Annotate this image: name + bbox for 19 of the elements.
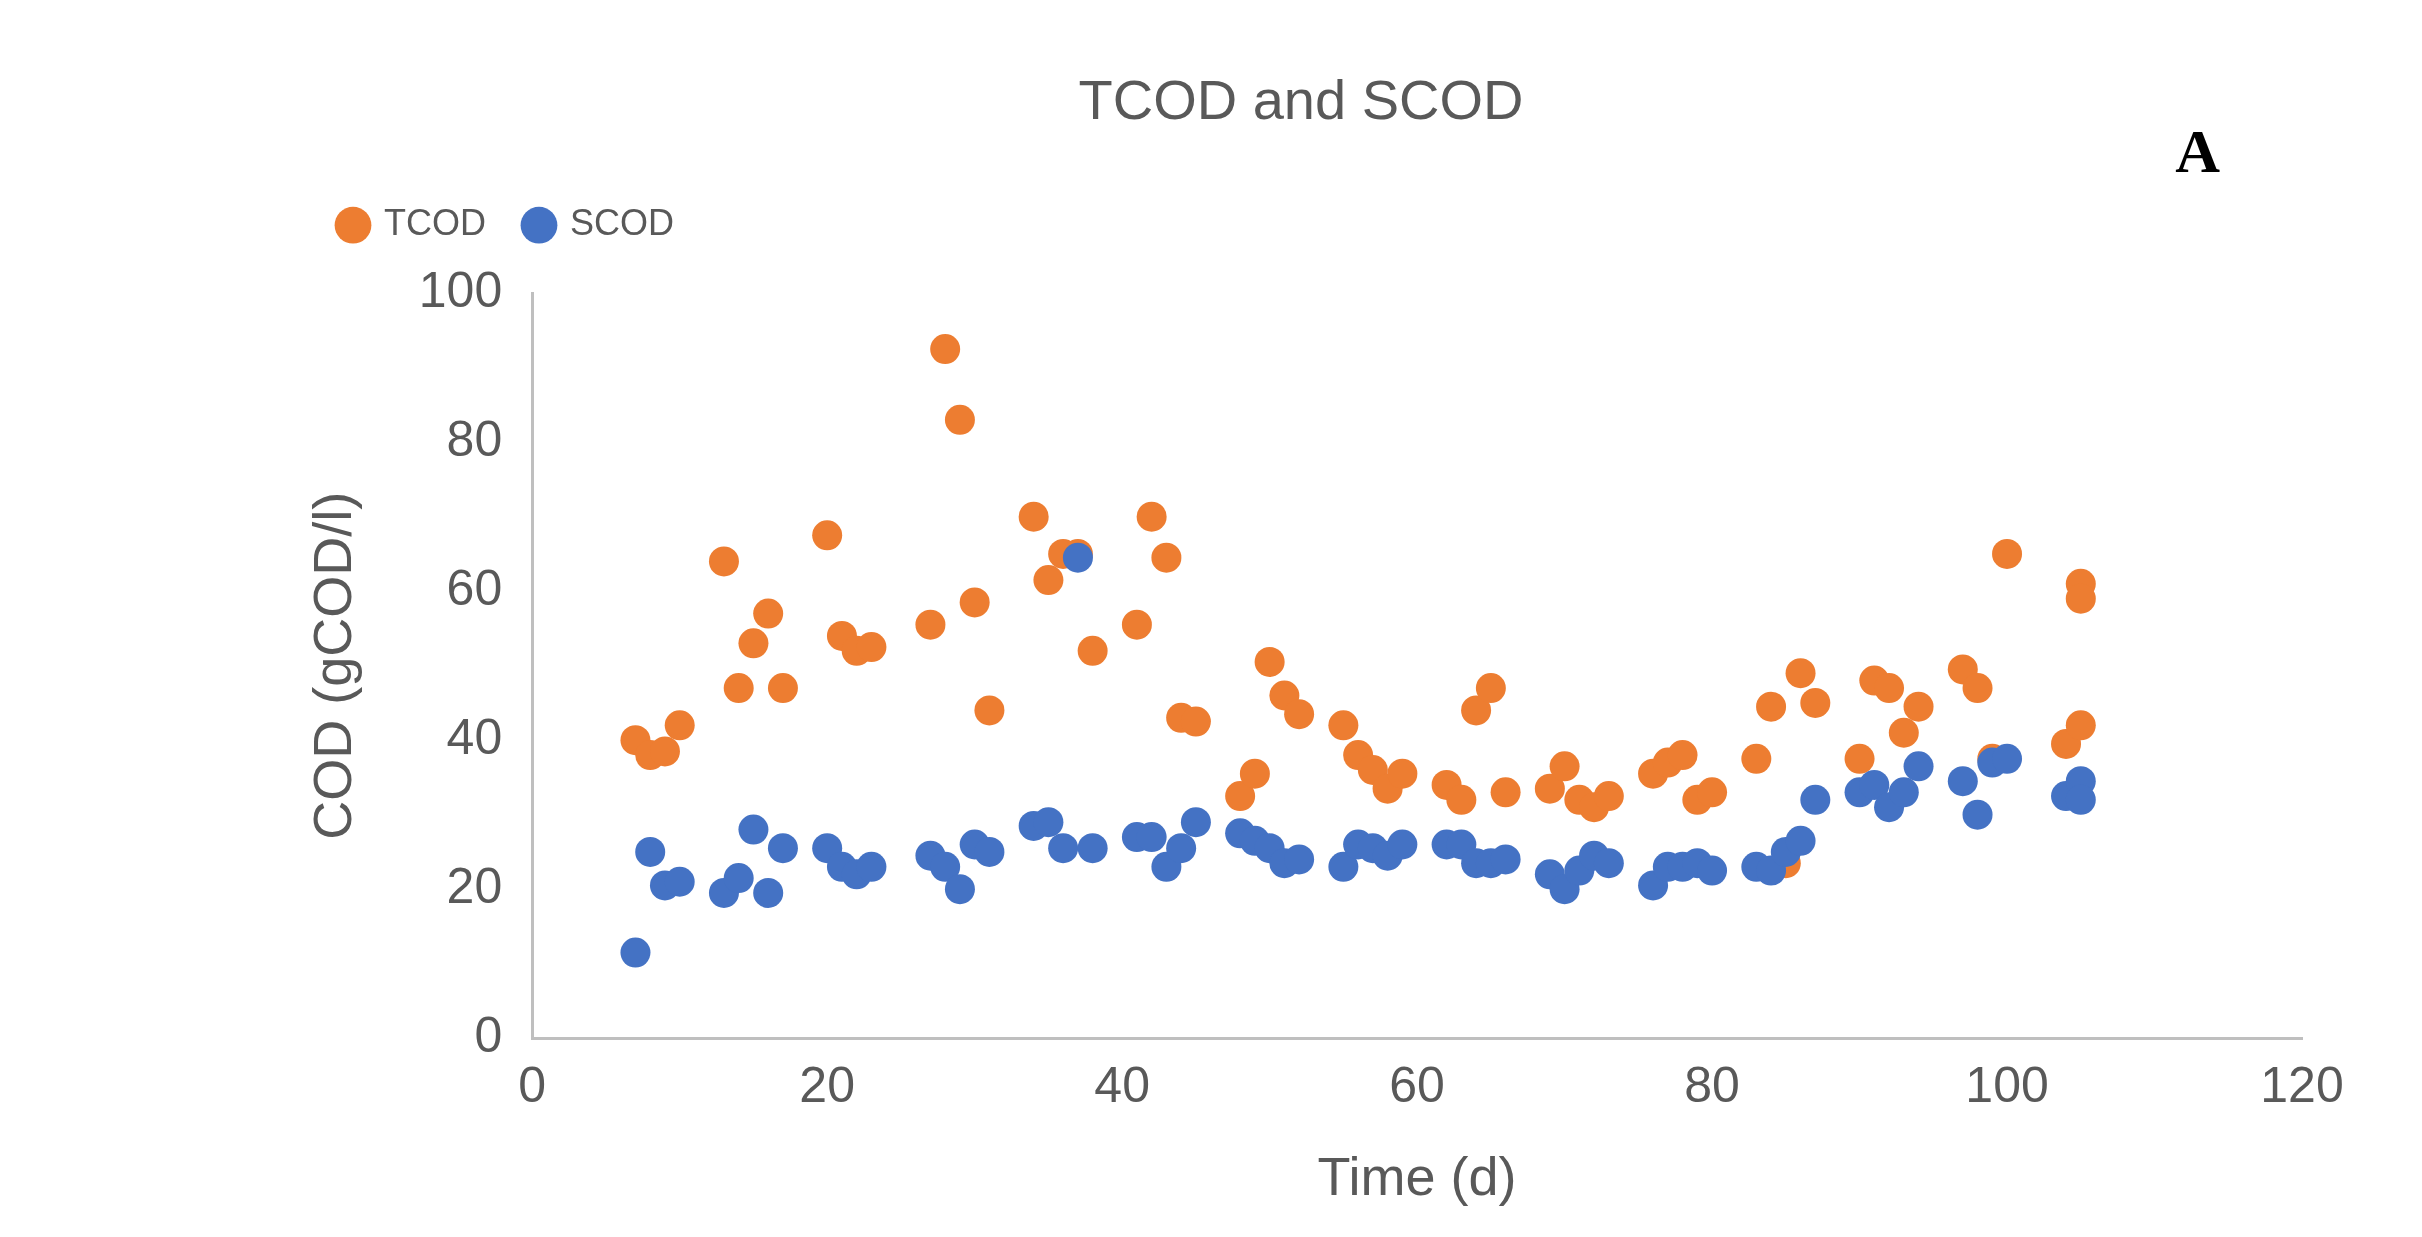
y-tick-label: 60 xyxy=(446,559,503,616)
legend-label: TCOD xyxy=(384,202,486,244)
x-tick-label: 40 xyxy=(1094,1056,1150,1113)
x-tick-label: 80 xyxy=(1684,1056,1740,1113)
x-tick-label: 20 xyxy=(799,1056,855,1113)
x-tick-label: 60 xyxy=(1389,1056,1445,1113)
y-tick-label: 20 xyxy=(446,857,503,914)
y-tick-label: 0 xyxy=(474,1006,503,1063)
x-tick-label: 0 xyxy=(518,1056,547,1113)
x-tick-label: 100 xyxy=(1965,1056,2049,1113)
x-tick-label: 120 xyxy=(2260,1056,2344,1113)
chart-title: TCOD and SCOD xyxy=(1078,68,1524,132)
text: A xyxy=(2175,117,2221,186)
x-axis-title: Time (d) xyxy=(1317,1146,1517,1207)
y-tick-label: 100 xyxy=(418,261,503,318)
y-tick-label: 40 xyxy=(446,708,503,765)
y-tick-label: 80 xyxy=(446,410,503,467)
legend-label: SCOD xyxy=(569,202,674,244)
y-axis-title: COD (gCOD/l) xyxy=(302,491,363,840)
